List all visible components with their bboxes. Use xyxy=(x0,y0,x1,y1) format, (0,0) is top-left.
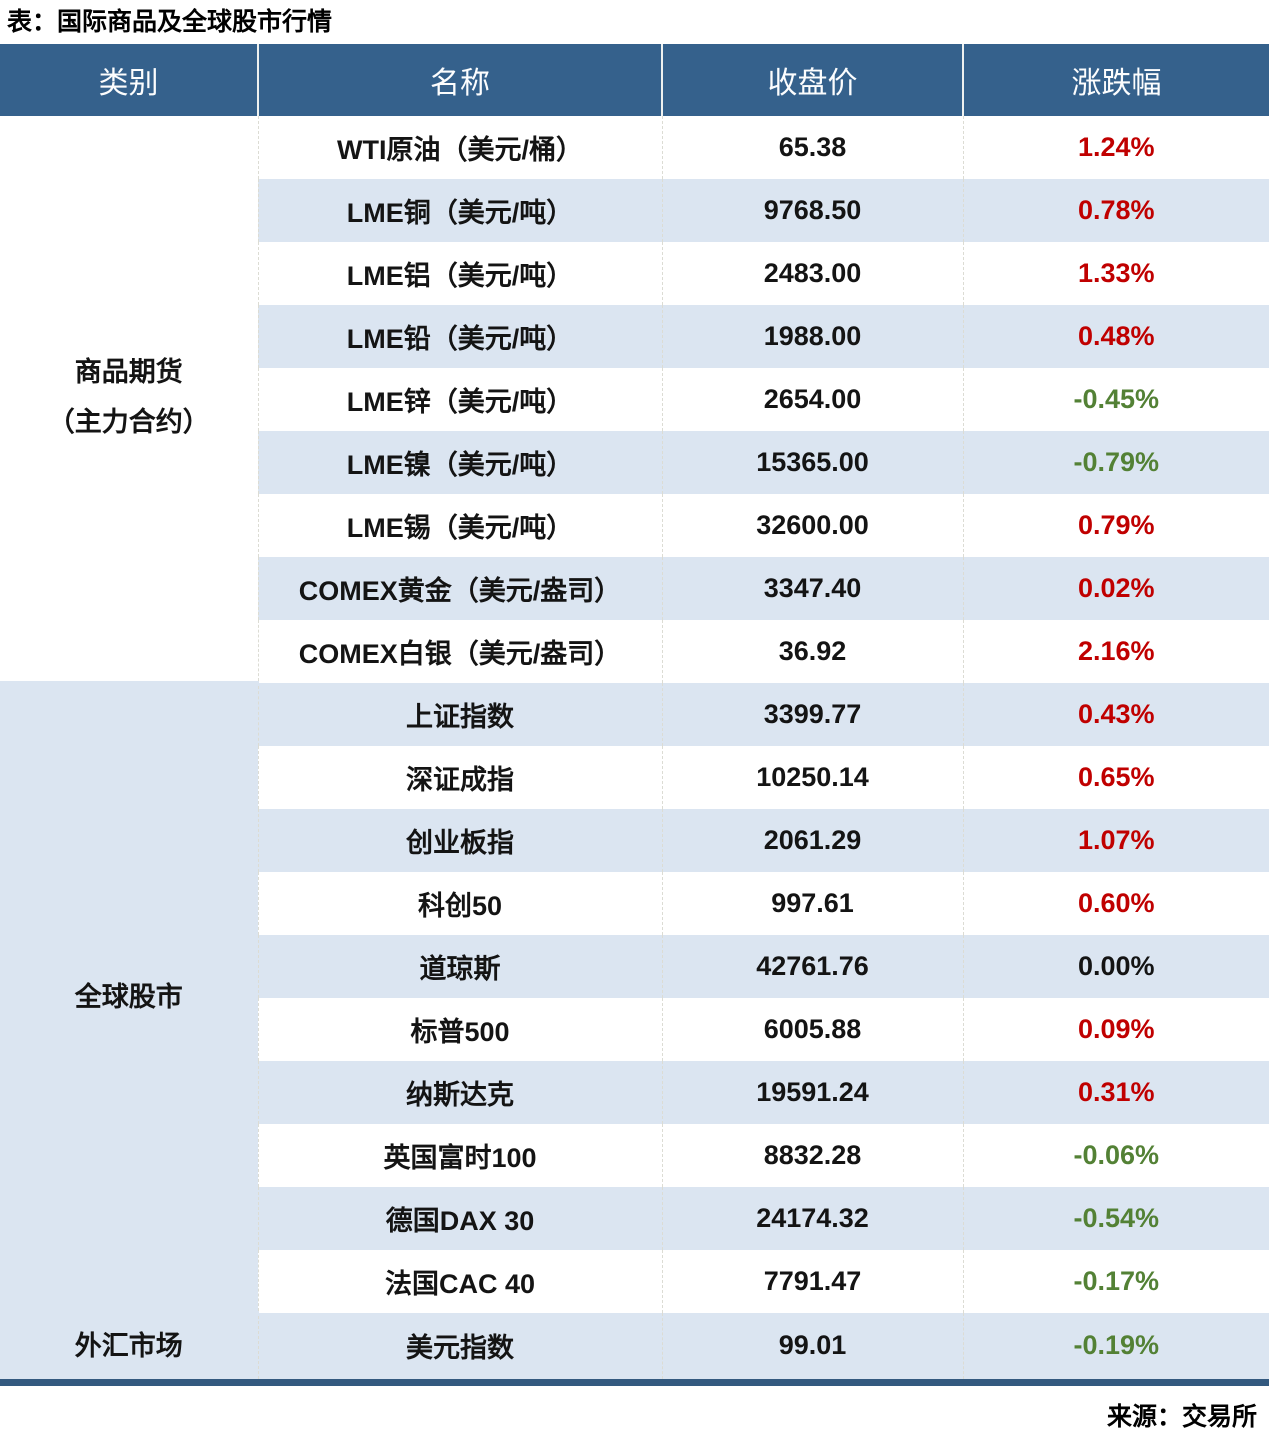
change-pct-cell: 0.31% xyxy=(963,1061,1269,1124)
close-price-cell: 10250.14 xyxy=(662,746,964,809)
close-price-cell: 1988.00 xyxy=(662,305,964,368)
close-price-cell: 36.92 xyxy=(662,620,964,683)
table-row: 深证成指 10250.14 0.65% xyxy=(0,746,1269,809)
change-pct-cell: 2.16% xyxy=(963,620,1269,683)
category-cell: 全球股市 xyxy=(0,680,259,1313)
instrument-name-cell: LME铝（美元/吨） xyxy=(258,242,663,305)
close-price-cell: 8832.28 xyxy=(662,1124,964,1187)
table-body: 商品期货 （主力合约） WTI原油（美元/桶） 65.38 1.24% LME铜（美元/… xyxy=(0,116,1269,1382)
table-row: 法国CAC 40 7791.47 -0.17% xyxy=(0,1250,1269,1313)
instrument-name-cell: LME镍（美元/吨） xyxy=(258,431,663,494)
close-price-cell: 6005.88 xyxy=(662,998,964,1061)
change-pct-cell: 0.02% xyxy=(963,557,1269,620)
instrument-name-cell: LME锡（美元/吨） xyxy=(258,494,663,557)
close-price-cell: 3347.40 xyxy=(662,557,964,620)
instrument-name-cell: COMEX白银（美元/盎司） xyxy=(258,620,663,683)
table-row: COMEX白银（美元/盎司） 36.92 2.16% xyxy=(0,620,1269,683)
change-pct-cell: 0.65% xyxy=(963,746,1269,809)
table-row: COMEX黄金（美元/盎司） 3347.40 0.02% xyxy=(0,557,1269,620)
change-pct-cell: 0.48% xyxy=(963,305,1269,368)
category-cell: 外汇市场 xyxy=(0,1310,259,1382)
change-pct-cell: -0.45% xyxy=(963,368,1269,431)
table-row: 纳斯达克 19591.24 0.31% xyxy=(0,1061,1269,1124)
table-row: 科创50 997.61 0.60% xyxy=(0,872,1269,935)
close-price-cell: 3399.77 xyxy=(662,683,964,746)
table-row: 标普500 6005.88 0.09% xyxy=(0,998,1269,1061)
table-row: 商品期货 （主力合约） WTI原油（美元/桶） 65.38 1.24% xyxy=(0,116,1269,683)
instrument-name-cell: 道琼斯 xyxy=(258,935,663,998)
change-pct-cell: 0.79% xyxy=(963,494,1269,557)
close-price-cell: 2061.29 xyxy=(662,809,964,872)
table-row: LME铜（美元/吨） 9768.50 0.78% xyxy=(0,179,1269,242)
instrument-name-cell: 上证指数 xyxy=(258,683,663,746)
close-price-cell: 24174.32 xyxy=(662,1187,964,1250)
page-title: 表：国际商品及全球股市行情 xyxy=(7,8,333,36)
instrument-name-cell: 法国CAC 40 xyxy=(258,1250,663,1313)
change-pct-cell: 1.07% xyxy=(963,809,1269,872)
close-price-cell: 7791.47 xyxy=(662,1250,964,1313)
instrument-name-cell: WTI原油（美元/桶） xyxy=(258,116,663,179)
header-category: 类别 xyxy=(0,44,259,116)
instrument-name-cell: 德国DAX 30 xyxy=(258,1187,663,1250)
close-price-cell: 2483.00 xyxy=(662,242,964,305)
instrument-name-cell: LME铅（美元/吨） xyxy=(258,305,663,368)
header-name: 名称 xyxy=(258,44,663,116)
change-pct-cell: -0.79% xyxy=(963,431,1269,494)
instrument-name-cell: 美元指数 xyxy=(258,1313,663,1382)
table-row: 德国DAX 30 24174.32 -0.54% xyxy=(0,1187,1269,1250)
change-pct-cell: 0.78% xyxy=(963,179,1269,242)
table-row: 道琼斯 42761.76 0.00% xyxy=(0,935,1269,998)
close-price-cell: 997.61 xyxy=(662,872,964,935)
table-row: LME锌（美元/吨） 2654.00 -0.45% xyxy=(0,368,1269,431)
change-pct-cell: 0.43% xyxy=(963,683,1269,746)
change-pct-cell: -0.17% xyxy=(963,1250,1269,1313)
change-pct-cell: -0.54% xyxy=(963,1187,1269,1250)
table-row: LME镍（美元/吨） 15365.00 -0.79% xyxy=(0,431,1269,494)
header-close-price: 收盘价 xyxy=(662,44,964,116)
table-row: LME铅（美元/吨） 1988.00 0.48% xyxy=(0,305,1269,368)
table-row: 创业板指 2061.29 1.07% xyxy=(0,809,1269,872)
market-table: 类别 名称 收盘价 涨跌幅 商品期货 （主力合约） WTI原油（美元/桶） 65.3… xyxy=(0,44,1269,1386)
header-row: 类别 名称 收盘价 涨跌幅 xyxy=(0,44,1269,116)
instrument-name-cell: 标普500 xyxy=(258,998,663,1061)
table-row: LME锡（美元/吨） 32600.00 0.79% xyxy=(0,494,1269,557)
change-pct-cell: -0.19% xyxy=(963,1313,1269,1382)
category-cell: 商品期货 （主力合约） xyxy=(0,116,259,683)
close-price-cell: 42761.76 xyxy=(662,935,964,998)
close-price-cell: 32600.00 xyxy=(662,494,964,557)
change-pct-cell: 0.00% xyxy=(963,935,1269,998)
table-row: 全球股市 上证指数 3399.77 0.43% xyxy=(0,680,1269,1313)
close-price-cell: 19591.24 xyxy=(662,1061,964,1124)
change-pct-cell: 1.24% xyxy=(963,116,1269,179)
instrument-name-cell: LME铜（美元/吨） xyxy=(258,179,663,242)
change-pct-cell: 1.33% xyxy=(963,242,1269,305)
instrument-name-cell: 创业板指 xyxy=(258,809,663,872)
change-pct-cell: 0.09% xyxy=(963,998,1269,1061)
instrument-name-cell: 科创50 xyxy=(258,872,663,935)
table-row: LME铝（美元/吨） 2483.00 1.33% xyxy=(0,242,1269,305)
table-row: 英国富时100 8832.28 -0.06% xyxy=(0,1124,1269,1187)
close-price-cell: 2654.00 xyxy=(662,368,964,431)
source-note: 来源：交易所 xyxy=(1106,1402,1257,1431)
instrument-name-cell: 英国富时100 xyxy=(258,1124,663,1187)
table-header: 类别 名称 收盘价 涨跌幅 xyxy=(0,44,1269,116)
instrument-name-cell: COMEX黄金（美元/盎司） xyxy=(258,557,663,620)
table-row: 外汇市场 美元指数 99.01 -0.19% xyxy=(0,1310,1269,1382)
instrument-name-cell: LME锌（美元/吨） xyxy=(258,368,663,431)
header-change-pct: 涨跌幅 xyxy=(963,44,1269,116)
close-price-cell: 9768.50 xyxy=(662,179,964,242)
change-pct-cell: -0.06% xyxy=(963,1124,1269,1187)
close-price-cell: 99.01 xyxy=(662,1313,964,1382)
close-price-cell: 15365.00 xyxy=(662,431,964,494)
instrument-name-cell: 纳斯达克 xyxy=(258,1061,663,1124)
instrument-name-cell: 深证成指 xyxy=(258,746,663,809)
change-pct-cell: 0.60% xyxy=(963,872,1269,935)
close-price-cell: 65.38 xyxy=(662,116,964,179)
